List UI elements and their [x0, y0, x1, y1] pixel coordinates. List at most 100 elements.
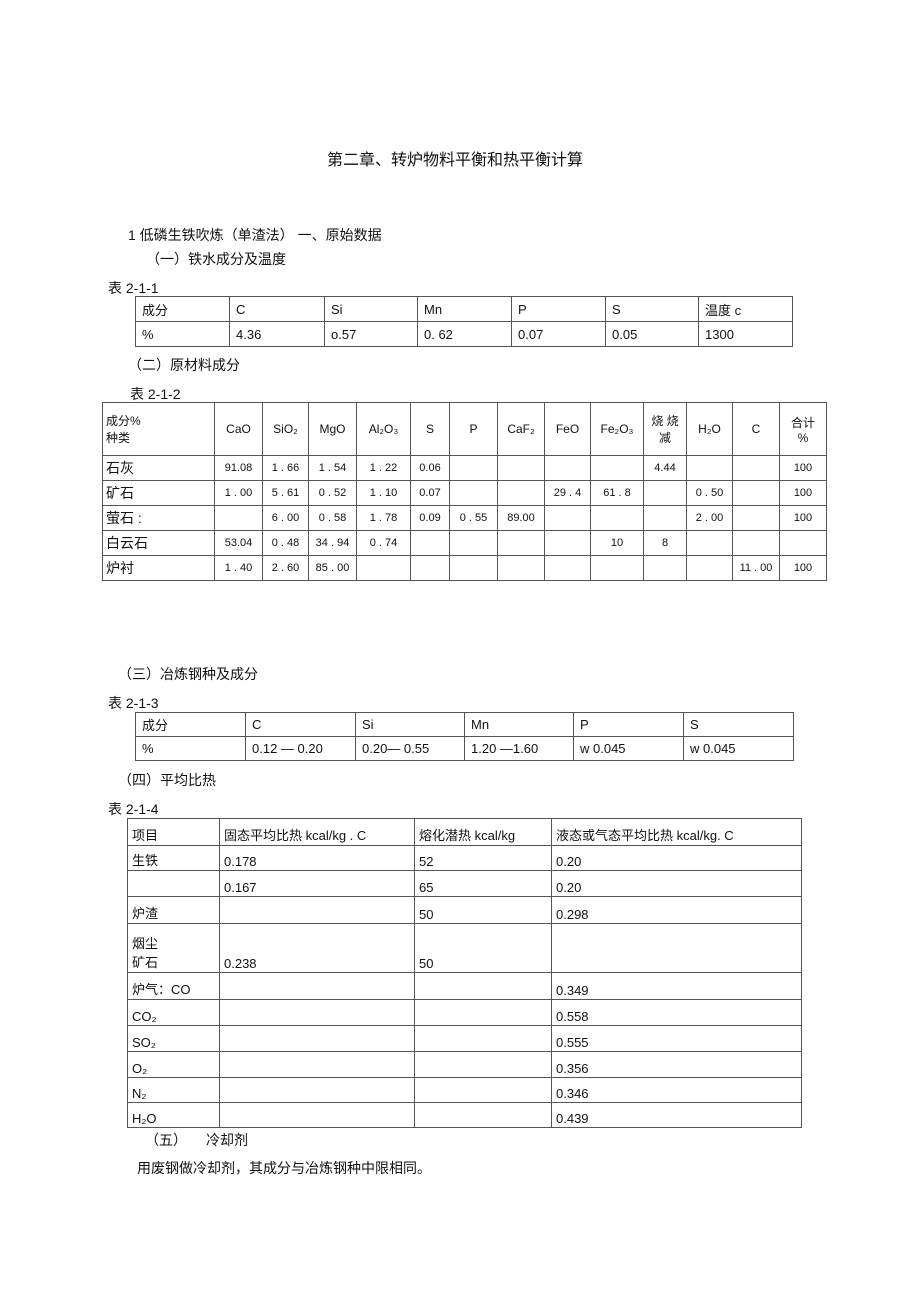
table-cell: [643, 555, 687, 581]
table-cell: [732, 455, 780, 481]
table-cell: [219, 896, 415, 924]
table-cell: 液态或气态平均比热 kcal/kg. C: [551, 818, 802, 846]
table-row: 萤石 : 6 . 00 0 . 58 1 . 78 0.09 0 . 55 89.00 2 .…: [102, 505, 827, 531]
table-cell: 1 . 78: [356, 505, 411, 531]
table-cell: 0 . 58: [308, 505, 357, 531]
table-cell: 0.07: [511, 321, 606, 347]
table-cell: [449, 555, 498, 581]
table-cell: [219, 1102, 415, 1128]
table-cell: [497, 480, 545, 506]
table-cell: 91.08: [214, 455, 263, 481]
table-cell: [643, 480, 687, 506]
table-2-1-3: 成分 C Si Mn P S% 0.12 — 0.20 0.20— 0.55 1.20 —1.6…: [135, 712, 794, 761]
table-row: 石灰 91.08 1 . 66 1 . 54 1 . 22 0.06 4.44 100: [102, 455, 827, 481]
table-cell: [497, 530, 545, 556]
table-cell: [356, 555, 411, 581]
table-cell: [414, 1102, 552, 1128]
table-cell: [219, 1077, 415, 1103]
table-row: CO₂ 0.558: [127, 999, 802, 1026]
table-cell: 烟尘 矿石: [127, 923, 220, 973]
table-cell: 2 . 00: [686, 505, 733, 531]
table-cell: [214, 505, 263, 531]
table-cell: 炉衬: [102, 555, 215, 581]
table-cell: 生铁: [127, 845, 220, 871]
table-cell: 0 . 48: [262, 530, 309, 556]
table-cell: [449, 455, 498, 481]
table-row: 项目 固态平均比热 kcal/kg . C 熔化潜热 kcal/kg 液态或气态平均比…: [127, 818, 802, 846]
table-cell: 0.20: [551, 870, 802, 897]
table-cell: 成分% 种类: [102, 402, 215, 456]
table-cell: [449, 530, 498, 556]
table-row: O₂ 0.356: [127, 1051, 802, 1078]
table-cell: Al₂O₃: [356, 402, 411, 456]
table-cell: 0.178: [219, 845, 415, 871]
paragraph-coolant: 用废钢做冷却剂，其成分与冶炼钢种中限相同。: [137, 1160, 431, 1176]
table-row: 炉渣 50 0.298: [127, 896, 802, 924]
table-cell: [414, 972, 552, 1000]
table-cell: S: [410, 402, 450, 456]
table-cell: [414, 1051, 552, 1078]
table-cell: 89.00: [497, 505, 545, 531]
table1-label: 表 2-1-1: [108, 280, 159, 296]
table-cell: 61 . 8: [590, 480, 644, 506]
table-cell: P: [511, 296, 606, 322]
table-cell: 0.07: [410, 480, 450, 506]
table-cell: [449, 480, 498, 506]
subheading-1: （一）铁水成分及温度: [146, 251, 286, 267]
table-cell: 1 . 54: [308, 455, 357, 481]
table-row: H₂O 0.439: [127, 1102, 802, 1128]
table-row: SO₂ 0.555: [127, 1025, 802, 1052]
table-cell: [643, 505, 687, 531]
table-cell: 0.346: [551, 1077, 802, 1103]
table-cell: 0 . 50: [686, 480, 733, 506]
table-cell: C: [245, 712, 356, 737]
table-cell: [219, 972, 415, 1000]
table-cell: [544, 555, 591, 581]
table-row: 0.167 65 0.20: [127, 870, 802, 897]
table4-label: 表 2-1-4: [108, 801, 159, 817]
table-row: 烟尘 矿石 0.238 50: [127, 923, 802, 973]
table-cell: [219, 999, 415, 1026]
table-cell: 0 . 74: [356, 530, 411, 556]
table-cell: P: [449, 402, 498, 456]
table-cell: 0.439: [551, 1102, 802, 1128]
table-row: 生铁 0.178 52 0.20: [127, 845, 802, 871]
table-cell: 29 . 4: [544, 480, 591, 506]
table-cell: 0. 62: [417, 321, 512, 347]
table3-label: 表 2-1-3: [108, 695, 159, 711]
table-cell: 炉渣: [127, 896, 220, 924]
table-cell: 1 . 40: [214, 555, 263, 581]
table-cell: SO₂: [127, 1025, 220, 1052]
table-cell: 100: [779, 480, 827, 506]
table-cell: [732, 505, 780, 531]
table-cell: 85 . 00: [308, 555, 357, 581]
table-cell: 0 . 52: [308, 480, 357, 506]
table-cell: 成分: [135, 712, 246, 737]
table-cell: [551, 923, 802, 973]
table-cell: [219, 1025, 415, 1052]
table-cell: [544, 505, 591, 531]
table-cell: 8: [643, 530, 687, 556]
table-cell: [544, 530, 591, 556]
table-row: 成分 C Si Mn P S: [135, 712, 794, 737]
table-cell: 0.06: [410, 455, 450, 481]
table-2-1-4: 项目 固态平均比热 kcal/kg . C 熔化潜热 kcal/kg 液态或气态平均比…: [127, 818, 802, 1128]
table-row: % 4.36 o.57 0. 62 0.07 0.05 1300: [135, 321, 793, 347]
table-cell: MgO: [308, 402, 357, 456]
table-cell: 石灰: [102, 455, 215, 481]
table-header-row: 成分% 种类 CaO SiO₂ MgO Al₂O₃ S P CaF₂ FeO Fe₂O₃ 烧 烧 减…: [102, 402, 827, 456]
table-cell: 0 . 55: [449, 505, 498, 531]
table-cell: [590, 505, 644, 531]
table-cell: [414, 1077, 552, 1103]
table-cell: O₂: [127, 1051, 220, 1078]
table-cell: S: [683, 712, 794, 737]
table-cell: 0.298: [551, 896, 802, 924]
table2-label: 表 2-1-2: [130, 386, 181, 402]
table-2-1-2: 成分% 种类 CaO SiO₂ MgO Al₂O₃ S P CaF₂ FeO Fe₂O₃ 烧 烧 减…: [102, 402, 827, 581]
subheading-2: （二）原材料成分: [128, 357, 240, 373]
table-cell: SiO₂: [262, 402, 309, 456]
table-cell: CO₂: [127, 999, 220, 1026]
table-cell: [590, 555, 644, 581]
subheading-5-number: （五）: [145, 1132, 187, 1148]
table-cell: [732, 530, 780, 556]
